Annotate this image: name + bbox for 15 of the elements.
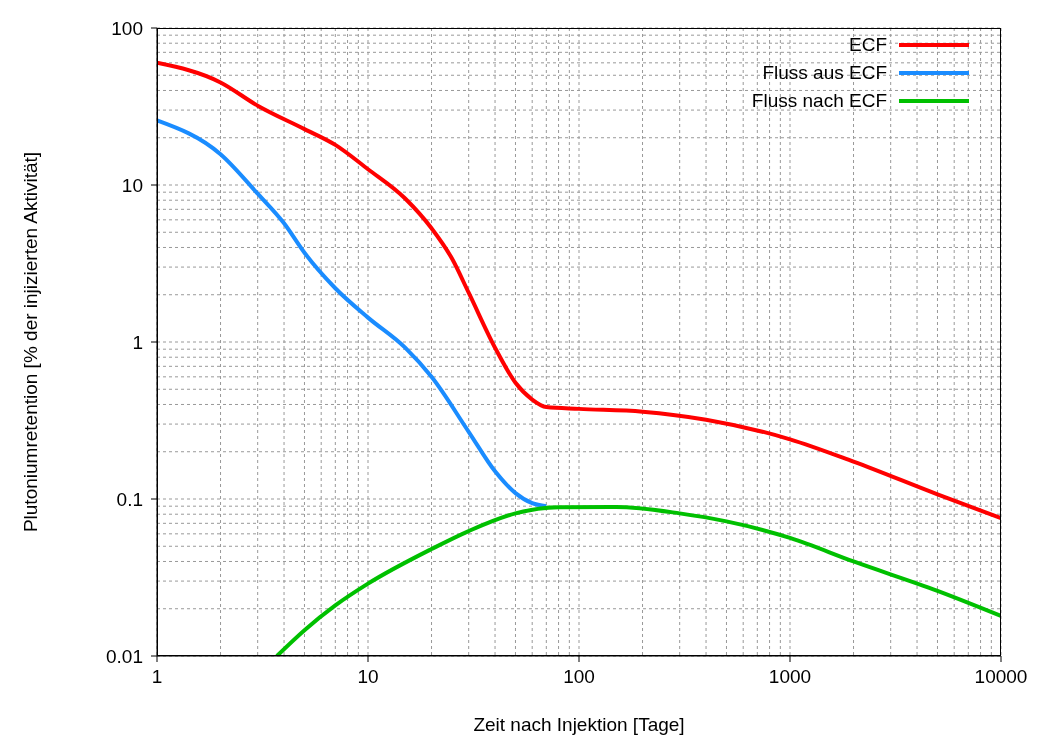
legend-label: Fluss aus ECF [762,62,887,84]
x-tick-label: 1000 [768,666,812,688]
y-axis-title: Plutoniumretention [% der injizierten Aktivität] [19,151,41,533]
y-tick-label: 100 [111,17,143,39]
y-tick-label: 0.1 [116,488,143,510]
legend-label: Fluss nach ECF [751,90,887,112]
y-tick-label: 1 [132,331,143,353]
y-tick-label: 0.01 [106,645,143,667]
x-axis-title: Zeit nach Injektion [Tage] [473,714,685,735]
y-tick-label: 10 [121,174,143,196]
legend-label: ECF [849,34,887,56]
x-tick-label: 10 [357,666,379,688]
x-tick-label: 10000 [974,666,1028,688]
x-tick-label: 1 [151,666,163,688]
x-tick-label: 100 [563,666,595,688]
